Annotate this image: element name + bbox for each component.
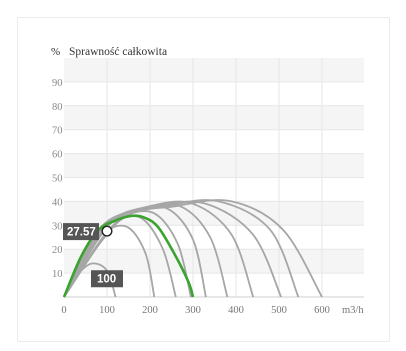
svg-text:100: 100 bbox=[97, 274, 116, 286]
svg-text:27.57: 27.57 bbox=[67, 227, 96, 239]
x-tick-label: 400 bbox=[228, 305, 244, 316]
highlight-curve bbox=[62, 214, 195, 298]
highlight-point-marker[interactable] bbox=[101, 225, 113, 237]
grid-band bbox=[64, 58, 364, 82]
grid-band bbox=[64, 249, 364, 274]
curve-label: 100 bbox=[91, 270, 123, 288]
y-tick-label: 60 bbox=[52, 150, 63, 161]
y-tick-label: 10 bbox=[52, 269, 63, 280]
efficiency-curve-8 bbox=[63, 200, 282, 298]
y-tick-label: 30 bbox=[52, 221, 63, 232]
y-tick-label: 90 bbox=[52, 78, 63, 89]
y-axis-unit: % bbox=[51, 46, 60, 58]
y-tick-label: 40 bbox=[52, 197, 63, 208]
chart-title: Sprawność całkowita bbox=[69, 46, 167, 58]
x-axis-unit: m3/h bbox=[342, 305, 364, 316]
point-label: 27.57 bbox=[63, 223, 99, 241]
x-tick-label: 0 bbox=[61, 305, 66, 316]
grid-band bbox=[64, 153, 364, 178]
y-tick-label: 70 bbox=[52, 126, 63, 137]
x-tick-label: 600 bbox=[314, 305, 330, 316]
x-tick-label: 500 bbox=[271, 305, 287, 316]
x-tick-label: 200 bbox=[142, 305, 158, 316]
y-tick-label: 50 bbox=[52, 174, 63, 185]
y-tick-label: 20 bbox=[52, 245, 63, 256]
x-tick-label: 100 bbox=[99, 305, 115, 316]
efficiency-curve-9 bbox=[63, 199, 300, 298]
grid-band bbox=[64, 105, 364, 130]
x-tick-label: 300 bbox=[185, 305, 201, 316]
grid-band bbox=[64, 201, 364, 226]
y-tick-label: 80 bbox=[52, 102, 63, 113]
